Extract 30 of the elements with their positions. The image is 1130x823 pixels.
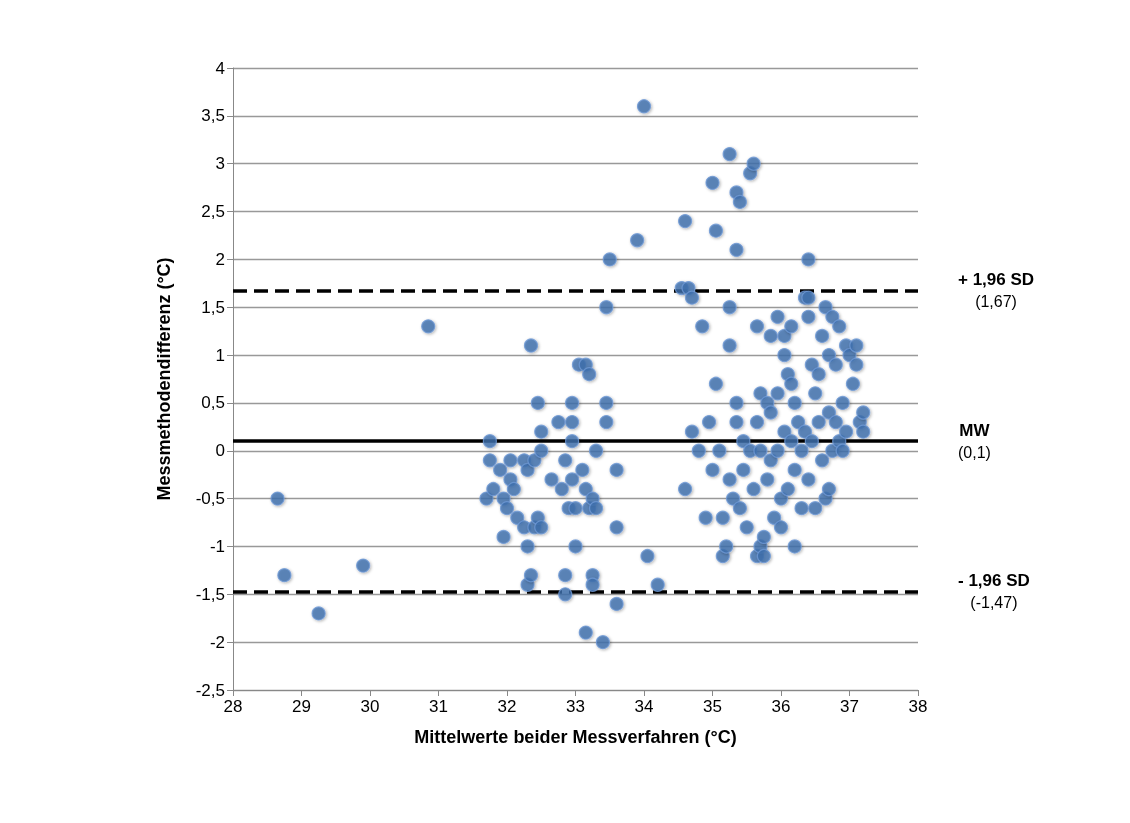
- x-tick-label: 37: [840, 697, 859, 716]
- y-tick-label: -2,5: [195, 680, 225, 700]
- x-tick-label: 33: [566, 697, 585, 716]
- x-tick-label: 31: [429, 697, 448, 716]
- ref-line-label: MW (0,1): [958, 420, 991, 461]
- y-tick-label: 3,5: [201, 106, 225, 126]
- y-tick-label: 4: [215, 58, 225, 78]
- y-axis-title: Messmethodendifferenz (°C): [154, 257, 174, 501]
- x-axis-title: Mittelwerte beider Messverfahren (°C): [414, 727, 737, 747]
- y-tick-label: -0,5: [195, 489, 225, 509]
- y-tick-label: -1,5: [195, 584, 225, 604]
- x-tick-label: 34: [634, 697, 654, 716]
- x-tick-label: 36: [771, 697, 791, 716]
- y-tick-label: 0,5: [201, 393, 225, 413]
- ref-line-label: + 1,96 SD (1,67): [958, 270, 1035, 311]
- x-tick-label: 38: [908, 697, 928, 716]
- y-tick-label: 2: [215, 249, 225, 269]
- y-tick-label: 0: [215, 441, 225, 461]
- x-tick-label: 28: [223, 697, 243, 716]
- x-tick-label: 32: [497, 697, 517, 716]
- y-tick-label: -1: [209, 536, 225, 556]
- y-tick-label: 1: [215, 345, 225, 365]
- x-tick-label: 30: [360, 697, 380, 716]
- y-tick-label: 2,5: [201, 202, 225, 222]
- x-tick-label: 35: [703, 697, 722, 716]
- x-tick-label: 29: [292, 697, 311, 716]
- y-tick-label: 1,5: [201, 297, 225, 317]
- y-tick-label: -2: [209, 632, 225, 652]
- ref-line-label: - 1,96 SD (-1,47): [958, 570, 1030, 611]
- y-tick-label: 3: [215, 154, 225, 174]
